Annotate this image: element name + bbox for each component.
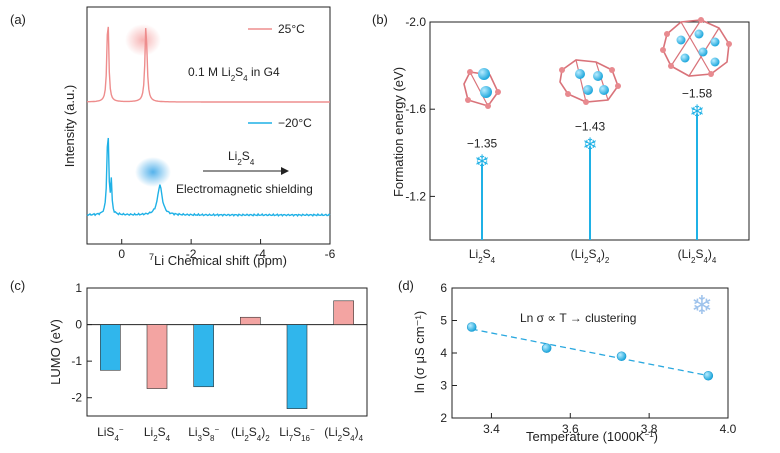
panel-a-frame xyxy=(86,6,331,245)
panel-d-x-ticks: 3.4 3.6 3.8 4.0 xyxy=(483,413,737,436)
panel-c-bar xyxy=(100,324,121,371)
panel-c-bar xyxy=(333,300,354,325)
panel-b-y-tick-label: -2.0 xyxy=(405,15,426,29)
panel-d-y-tick-label: 4 xyxy=(440,346,447,360)
snowflake-icon: ❄ xyxy=(691,290,713,320)
spectrum-minus20c xyxy=(86,137,331,218)
panel-c-bar xyxy=(193,324,214,388)
panel-b-x-tick-label: (Li2S4)4 xyxy=(678,247,717,265)
arrow-label: Li2S4 xyxy=(228,149,255,167)
legend-25c-label: 25°C xyxy=(278,22,305,36)
panel-d-y-tick-label: 3 xyxy=(440,379,447,393)
panel-d-ylabel: ln (σ μS cm⁻¹) xyxy=(412,311,427,393)
panel-d-x-tick-label: 4.0 xyxy=(720,422,737,436)
panel-c-y-tick-label: 1 xyxy=(75,281,82,295)
panel-c-y-tick-label: -2 xyxy=(71,391,82,405)
panel-c-y-tick-label: -1 xyxy=(71,354,82,368)
panel-b-y-tick-label: -1.2 xyxy=(405,189,426,203)
panel-c-bar xyxy=(286,324,308,409)
cluster-li2s4-icon xyxy=(463,68,501,109)
legend-minus20c-label: −20°C xyxy=(278,116,312,130)
panel-d-y-tick-label: 6 xyxy=(440,281,447,295)
panel-c-x-tick-label: (Li2S4)4 xyxy=(324,425,363,443)
panel-c-x-tick-label: LiS4− xyxy=(97,425,124,443)
panel-a-x-tick-label: -2 xyxy=(186,247,197,261)
panel-c-x-tick-label: Li7S16− xyxy=(279,425,315,443)
panel-b-y-tick-label: -1.6 xyxy=(405,102,426,116)
panel-d-xlabel: Temperature (1000K−1) xyxy=(526,429,658,444)
panel-d-annotation: Ln σ ∝ T → clustering xyxy=(520,311,636,325)
cluster-dimer-icon xyxy=(559,59,621,105)
panel-a-x-tick-label: 0 xyxy=(118,247,125,261)
panel-a: (a) 0 -2 -4 -6 7Li Chemical shift (ppm) Int… xyxy=(10,6,336,268)
glow-blue-peak xyxy=(135,157,171,187)
panel-b-x-tick-label: Li2S4 xyxy=(469,247,496,265)
panel-c-frame xyxy=(86,287,368,417)
panel-b-value-label: −1.35 xyxy=(467,137,498,151)
panel-c-label: (c) xyxy=(10,278,25,293)
panel-d-data-point xyxy=(703,370,714,381)
panel-b-bars: ❄−1.35 ❄−1.43❄−1.58 xyxy=(467,87,713,240)
panel-d-y-ticks: 2 3 4 5 6 xyxy=(440,281,457,425)
panel-b-value-label: −1.43 xyxy=(575,119,606,133)
legend-25c: 25°C xyxy=(248,22,305,36)
panel-a-ylabel: Intensity (a.u.) xyxy=(62,85,77,167)
panel-a-annotation: 0.1 M Li2S4 in G4 xyxy=(188,65,280,83)
panel-d-x-tick-label: 3.8 xyxy=(641,422,658,436)
panel-c-y-tick-label: 0 xyxy=(75,318,82,332)
spectrum-25c xyxy=(87,26,330,103)
panel-b-ylabel: Formation energy (eV) xyxy=(391,67,406,197)
panel-c-x-labels: LiS4− Li2S4 Li3S8− (Li2S4)2 Li7S16− (Li2S4)4 xyxy=(97,425,363,443)
panel-c-ylabel: LUMO (eV) xyxy=(48,319,63,385)
shield-label: Electromagnetic shielding xyxy=(176,182,313,196)
panel-d-data-point xyxy=(616,351,627,362)
panel-b-y-ticks: -2.0 -1.6 -1.2 xyxy=(405,15,435,203)
panel-b-label: (b) xyxy=(372,12,388,27)
panel-a-label: (a) xyxy=(10,12,26,27)
panel-b: (b) -2.0 -1.6 -1.2 Li2S4 (Li2S4)2 (Li2S4)4 ❄… xyxy=(372,12,750,265)
panel-c: (c) 1 0 -1 -2 LiS4− Li2S4 Li3S8− (Li2S4)2 Li7S1… xyxy=(10,278,368,443)
panel-b-x-labels: Li2S4 (Li2S4)2 (Li2S4)4 xyxy=(469,235,717,265)
panel-b-value-label: −1.58 xyxy=(682,87,713,101)
panel-c-bar xyxy=(240,316,261,325)
panel-a-x-ticks: 0 -2 -4 -6 xyxy=(118,239,336,261)
panel-d-data-point xyxy=(541,343,552,353)
panel-c-x-tick-label: Li2S4 xyxy=(144,425,171,443)
panel-d: (d) 2 3 4 5 6 3.4 3.6 3.8 4.0 Ln σ ∝ T → cluste… xyxy=(398,278,737,444)
panel-c-y-ticks: 1 0 -1 -2 xyxy=(71,281,367,405)
panel-a-x-tick-label: -4 xyxy=(255,247,266,261)
panel-b-snowflake-icon: ❄ xyxy=(582,134,597,154)
cluster-tetramer-icon xyxy=(660,17,732,77)
panel-a-xlabel: 7Li Chemical shift (ppm) xyxy=(149,252,287,268)
legend-minus20c: −20°C xyxy=(248,116,312,130)
panel-b-snowflake-icon: ❄ xyxy=(474,152,489,172)
panel-c-x-tick-label: (Li2S4)2 xyxy=(231,425,270,443)
panel-d-y-tick-label: 2 xyxy=(440,411,447,425)
panel-d-points xyxy=(466,322,714,381)
panel-d-label: (d) xyxy=(398,278,414,293)
panel-a-x-tick-label: -6 xyxy=(325,247,336,261)
panel-d-y-tick-label: 5 xyxy=(440,314,447,328)
panel-b-x-tick-label: (Li2S4)2 xyxy=(571,247,610,265)
panel-d-fit-line xyxy=(471,328,709,377)
glow-pink-peak xyxy=(125,24,161,56)
panel-d-data-point xyxy=(466,322,477,332)
panel-c-x-tick-label: Li3S8− xyxy=(188,425,219,443)
panel-c-bar xyxy=(146,324,168,389)
panel-d-x-tick-label: 3.4 xyxy=(483,422,500,436)
panel-b-snowflake-icon: ❄ xyxy=(689,102,704,122)
panel-d-x-tick-label: 3.6 xyxy=(562,422,579,436)
panel-c-bars xyxy=(100,300,354,409)
